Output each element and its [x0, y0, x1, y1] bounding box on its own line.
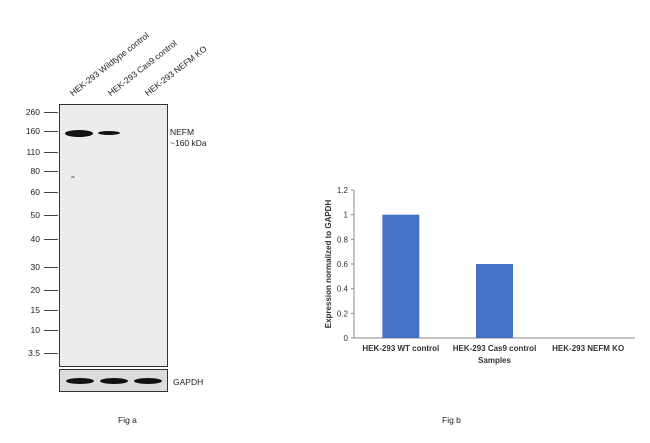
gapdh-label: GAPDH — [173, 377, 204, 387]
y-tick-label: 1 — [344, 211, 349, 220]
chart-plot-area: 0 0.2 0.4 0.6 0.8 1 1.2 HEK-293 WT control HEK-2… — [324, 186, 635, 365]
gapdh-blot — [59, 369, 168, 392]
mw-marker-80: 80 — [30, 166, 40, 176]
mw-tick — [44, 131, 58, 132]
mw-marker-30: 30 — [30, 262, 40, 272]
y-tick-label: 0.6 — [337, 260, 349, 269]
mw-marker-160: 160 — [25, 126, 40, 136]
band-nefm-cas9 — [98, 131, 120, 135]
x-axis-title: Samples — [478, 356, 511, 365]
mw-marker-20: 20 — [30, 285, 40, 295]
bar-2 — [476, 264, 513, 338]
mw-tick — [44, 239, 58, 240]
band-nefm-wildtype — [65, 130, 93, 137]
mw-tick — [44, 112, 58, 113]
mw-tick — [44, 192, 58, 193]
y-tick-label: 0.4 — [337, 285, 349, 294]
y-axis-title: Expression normalized to GAPDH — [324, 200, 333, 329]
mw-marker-3-5: 3.5 — [28, 348, 40, 358]
mw-marker-260: 260 — [25, 107, 40, 117]
x-tick-label: HEK-293 WT control — [362, 344, 439, 353]
mw-marker-50: 50 — [30, 210, 40, 220]
bar-1 — [382, 214, 420, 338]
fig-a-caption: Fig a — [118, 415, 137, 425]
mw-marker-60: 60 — [30, 187, 40, 197]
mw-tick — [44, 330, 58, 331]
band-gapdh-ko — [134, 378, 162, 384]
mw-tick — [44, 152, 58, 153]
blot-membrane — [59, 104, 168, 367]
target-label: NEFM — [170, 127, 195, 137]
target-size-label: ~160 kDa — [170, 138, 207, 148]
x-tick-label: HEK-293 NEFM KO — [552, 344, 624, 353]
mw-marker-110: 110 — [26, 147, 40, 157]
band-faint-artifact — [71, 176, 75, 178]
y-tick-label: 0 — [344, 334, 349, 343]
mw-tick — [44, 171, 58, 172]
mw-tick — [44, 267, 58, 268]
bar-chart: 0 0.2 0.4 0.6 0.8 1 1.2 HEK-293 WT control HEK-2… — [324, 186, 635, 365]
fig-b-caption: Fig b — [442, 415, 461, 425]
band-gapdh-wildtype — [66, 378, 94, 384]
mw-tick — [44, 310, 58, 311]
mw-tick — [44, 290, 58, 291]
y-tick-label: 0.2 — [337, 309, 349, 318]
mw-tick — [44, 353, 58, 354]
mw-marker-15: 15 — [30, 305, 40, 315]
x-tick-label: HEK-293 Cas9 control — [453, 344, 537, 353]
mw-marker-10: 10 — [30, 325, 40, 335]
mw-tick — [44, 215, 58, 216]
mw-marker-40: 40 — [30, 234, 40, 244]
y-tick-label: 1.2 — [337, 186, 349, 195]
y-tick-label: 0.8 — [337, 235, 349, 244]
band-gapdh-cas9 — [100, 378, 128, 384]
